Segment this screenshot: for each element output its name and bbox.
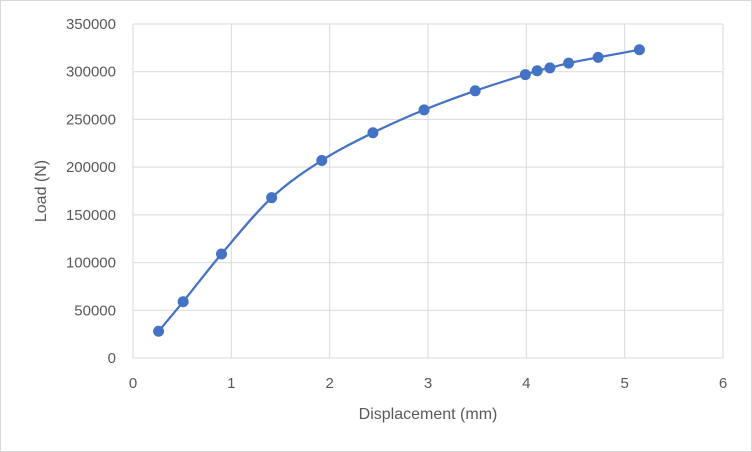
x-tick-label: 0 [129,375,137,392]
data-point [418,104,430,116]
tick-labels: 0 50000 100000 150000 200000 250000 300000 3500… [66,16,727,392]
y-tick-label: 100000 [66,255,116,272]
x-axis-title: Displacement (mm) [359,406,498,423]
x-tick-label: 3 [424,375,432,392]
y-tick-label: 200000 [66,159,116,176]
x-tick-label: 6 [719,375,727,392]
data-point [153,325,165,337]
gridlines [132,23,724,359]
data-point [367,127,379,139]
data-point [266,192,278,204]
y-tick-label: 150000 [66,207,116,224]
y-tick-label: 250000 [66,111,116,128]
data-point [519,69,531,81]
data-point [633,44,645,56]
data-point [177,296,189,308]
y-tick-label: 300000 [66,64,116,81]
x-tick-label: 2 [325,375,333,392]
data-point [316,154,328,166]
x-tick-label: 5 [620,375,628,392]
series-layer [153,44,645,337]
data-point [544,62,556,74]
y-tick-label: 50000 [74,302,116,319]
series-line [157,48,640,332]
data-point [216,248,227,260]
x-tick-label: 4 [522,375,530,392]
y-tick-label: 0 [108,350,116,367]
x-tick-label: 1 [227,375,235,392]
data-point [531,65,543,77]
data-point [469,85,481,97]
data-point [563,57,575,69]
y-axis-title: Load (N) [33,160,50,222]
y-tick-label: 350000 [66,16,116,33]
data-point [592,51,604,63]
